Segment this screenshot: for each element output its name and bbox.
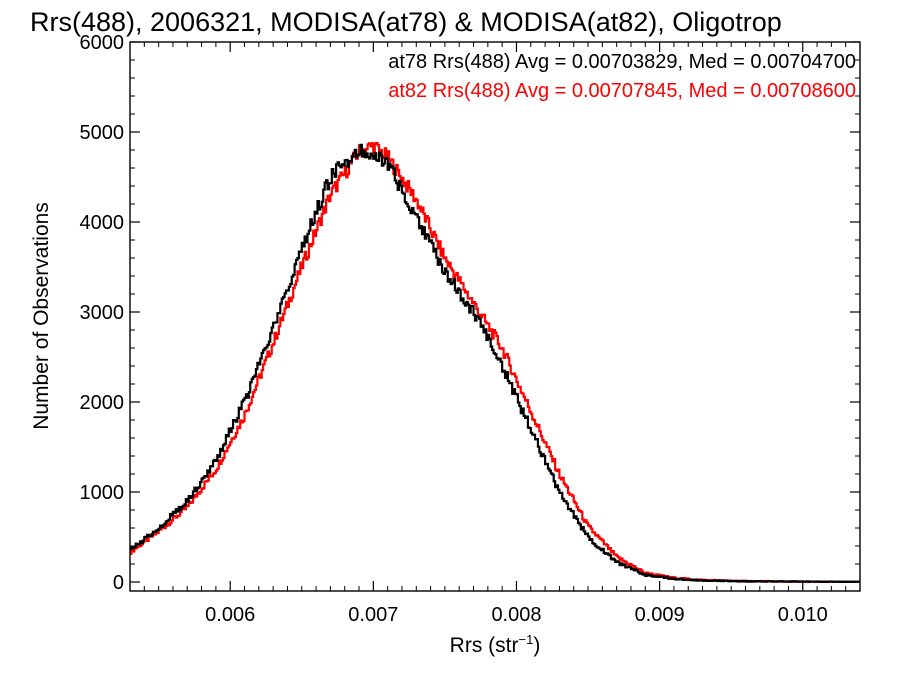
x-tick-label: 0.007 [348,604,398,626]
series-line-at78 [130,143,860,584]
y-tick-label: 2000 [80,392,125,414]
ticks-layer: 0.006 0.007 0.008 0.009 0.010 0 1000 2000 3000 40… [80,32,861,626]
legend-entry-at78: at78 Rrs(488) Avg = 0.00703829, Med = 0.… [388,51,856,73]
y-tick-label: 0 [113,572,124,594]
x-axis-label: Rrs (str−1) [450,632,541,657]
y-tick-label: 6000 [80,32,125,54]
plot-frame [129,41,861,592]
legend-entry-at82: at82 Rrs(488) Avg = 0.00707845, Med = 0.… [388,80,856,102]
x-tick-label: 0.006 [205,604,255,626]
y-tick-label: 3000 [80,302,125,324]
series-layer [130,141,860,584]
x-tick-label: 0.010 [778,604,828,626]
x-axis-label-base: Rrs (str [450,634,519,657]
series-line-at82 [130,141,860,583]
y-tick-label: 5000 [80,122,125,144]
x-tick-label: 0.009 [635,604,685,626]
y-axis-label: Number of Observations [30,202,53,430]
y-tick-label: 4000 [80,212,125,234]
chart-title: Rrs(488), 2006321, MODISA(at78) & MODISA… [30,7,782,37]
x-axis-label-superscript: −1 [519,632,534,647]
y-tick-label: 1000 [80,482,125,504]
x-tick-label: 0.008 [491,604,541,626]
x-axis-label-close: ) [533,634,540,657]
